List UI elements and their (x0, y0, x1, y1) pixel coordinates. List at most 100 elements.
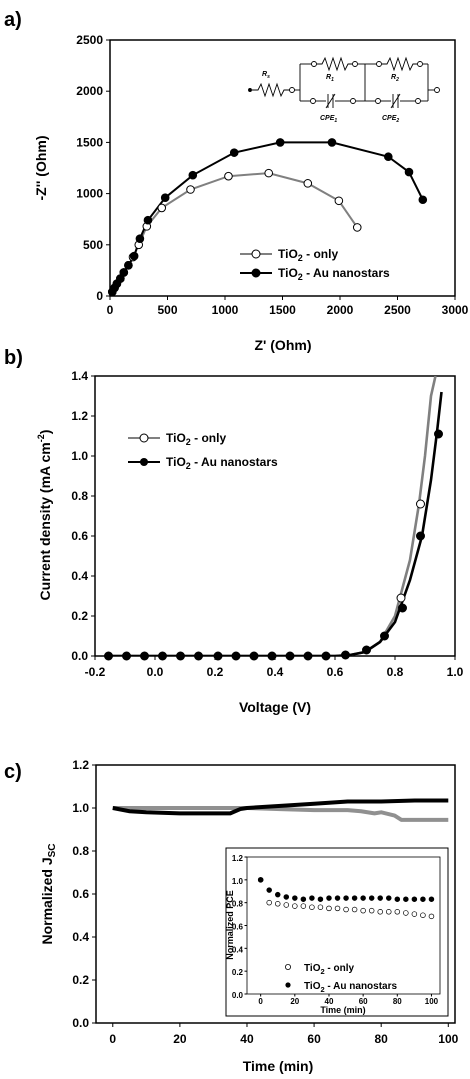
inset-frame (225, 847, 449, 1017)
panel-b-plot-frame (94, 375, 456, 657)
panel-a-y-tick-label: 1500 (76, 135, 103, 149)
inset-y-tick-label: 1.2 (232, 854, 244, 863)
panel-b-series-line-1 (107, 376, 437, 656)
inset-data-point-s1 (386, 909, 392, 915)
panel-b-x-tick-label: 0.2 (207, 665, 224, 679)
inset-legend-entry-1: TiO2 - only (304, 963, 355, 976)
panel-a-x-tick-label: 2000 (327, 303, 354, 317)
circuit-label-rs: Rs (262, 71, 270, 80)
panel-a-label: a) (4, 9, 22, 31)
inset-y-tick-label: 0.4 (232, 945, 244, 954)
inset-y-tick-label: 0.8 (232, 900, 244, 909)
inset-data-point-s1 (403, 910, 409, 916)
panel-b-data-point-s2 (267, 651, 277, 661)
panel-b-data-point-s2 (140, 651, 149, 661)
inset-data-point-s2 (428, 896, 435, 902)
inset-data-point-s1 (420, 912, 426, 918)
panel-a-x-axis-label: Z' (Ohm) (255, 337, 312, 353)
inset-data-point-s1 (343, 906, 349, 913)
panel-c-inset-chart: 0 20 40 60 80 100 0.0 0.2 0.4 0.6 0.8 1.0 1.2 Time (… (225, 847, 449, 1017)
inset-data-point-s1 (368, 907, 375, 914)
panel-c-x-tick-label: 20 (173, 1032, 187, 1046)
equivalent-circuit-diagram: Rs R1 R2 CPE1 CPE2 (248, 56, 440, 124)
panel-b-data-point-s2 (213, 651, 223, 661)
inset-y-tick-label: 0.6 (232, 923, 244, 932)
panel-b-x-tick-label: 0.6 (327, 665, 344, 679)
panel-b-data-point-s2 (104, 651, 113, 661)
inset-data-point-s1 (317, 904, 324, 910)
panel-a-data-point-s1 (264, 168, 274, 178)
panel-c-series-line-1 (112, 806, 449, 822)
inset-data-point-s1 (309, 904, 315, 910)
panel-a-data-point-s2 (129, 251, 139, 261)
panel-c-label: c) (4, 761, 22, 783)
circuit-label-cpe2: CPE2 (382, 115, 399, 124)
panel-a-data-point-s2 (135, 234, 145, 243)
panel-c-x-tick-label: 40 (240, 1032, 254, 1046)
inset-data-point-s1 (292, 903, 298, 909)
inset-legend: TiO2 - only TiO2 - Au nanostars (284, 963, 398, 994)
inset-data-point-s1 (377, 909, 383, 915)
panel-c-y-tick-label: 1.0 (72, 801, 89, 815)
panel-b-x-axis-label: Voltage (V) (239, 699, 311, 715)
inset-data-point-s2 (368, 895, 375, 901)
panel-c-y-tick-label: 0.2 (72, 973, 89, 987)
inset-data-point-s2 (420, 896, 426, 902)
panel-b-y-tick-label: 1.2 (71, 409, 88, 423)
panel-a-legend: TiO2 - only TiO2 - Au nanostars (240, 247, 390, 282)
inset-data-point-s1 (326, 905, 332, 912)
inset-data-point-s2 (326, 895, 332, 901)
panel-c-x-tick-label: 0 (109, 1032, 116, 1046)
panel-b-label: b) (4, 347, 23, 369)
panel-a-y-axis-label: -Z'' (Ohm) (33, 136, 49, 201)
panel-b-data-point-s2 (231, 651, 241, 661)
inset-x-tick-label: 80 (393, 997, 402, 1006)
panel-a-data-point-s1 (157, 203, 167, 213)
panel-b-y-axis-label: Current density (mA cm-2) (36, 430, 53, 601)
inset-data-point-s2 (334, 895, 341, 901)
inset-y-tick-label: 0.0 (232, 991, 244, 1000)
inset-data-point-s1 (274, 901, 281, 907)
circuit-label-cpe1: CPE1 (320, 115, 337, 124)
inset-data-point-s1 (394, 909, 401, 915)
panel-a-data-point-s2 (119, 268, 129, 277)
panel-b-data-point-s2 (434, 429, 443, 439)
panel-b-legend: TiO2 - only TiO2 - Au nanostars (128, 431, 278, 471)
panel-b-x-tick-label: 1.0 (447, 665, 464, 679)
panel-a-data-point-s2 (275, 138, 285, 147)
panel-b-data-point-s2 (176, 651, 185, 661)
panel-a-x-tick-label: 2500 (384, 303, 411, 317)
panel-a-x-tick-label: 500 (157, 303, 177, 317)
panel-a-x-tick-label: 1000 (212, 303, 239, 317)
panel-a-data-point-s2 (124, 260, 133, 270)
panel-a-y-tick-label: 2000 (76, 84, 103, 98)
inset-x-tick-label: 0 (258, 997, 263, 1006)
circuit-label-r2: R2 (391, 74, 399, 83)
inset-data-point-s2 (309, 895, 315, 901)
panel-b-data-point-s2 (341, 650, 350, 660)
legend-open-circle-icon (284, 964, 291, 971)
panel-b-data-point-s2 (158, 651, 167, 661)
panel-a-data-point-s2 (404, 167, 414, 177)
panel-c-chart: c) 0 20 40 60 80 100 0.0 0.2 0.4 0.6 0.8 1.0 1.2 Tim… (4, 758, 459, 1074)
panel-c-y-axis-label: Normalized JSC (39, 843, 58, 944)
inset-data-point-s2 (351, 895, 358, 901)
panel-c-y-tick-label: 0.4 (72, 930, 89, 944)
inset-data-point-s2 (266, 887, 272, 893)
panel-b-y-tick-label: 0.0 (71, 649, 88, 663)
panel-a-y-tick-label: 500 (83, 238, 103, 252)
panel-c-x-tick-label: 100 (438, 1032, 458, 1046)
panel-b-legend-entry-1: TiO2 - only (166, 431, 226, 447)
panel-b-data-point-s2 (362, 645, 371, 655)
panel-b-y-tick-label: 1.4 (71, 369, 88, 383)
inset-data-point-s2 (360, 895, 366, 901)
inset-y-tick-label: 1.0 (232, 877, 244, 886)
panel-b-legend-entry-2: TiO2 - Au nanostars (166, 455, 278, 471)
panel-a-y-tick-label: 1000 (76, 187, 103, 201)
panel-a-data-point-s2 (229, 148, 239, 157)
panel-a-y-tick-label: 2500 (76, 33, 103, 47)
inset-data-point-s2 (343, 895, 349, 901)
panel-a-data-point-s2 (160, 193, 170, 202)
panel-a-legend-entry-1: TiO2 - only (278, 247, 338, 263)
legend-filled-circle-icon (251, 268, 261, 278)
